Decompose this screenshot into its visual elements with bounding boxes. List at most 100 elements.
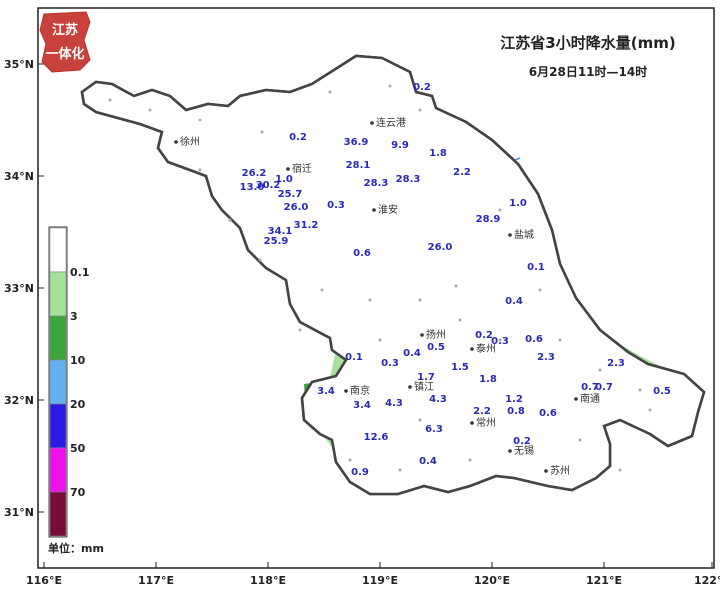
rainfall-value: 0.2 xyxy=(513,436,531,447)
rainfall-value: 0.8 xyxy=(507,406,525,417)
rainfall-value: 30.2 xyxy=(256,180,281,191)
city-dot xyxy=(470,347,474,351)
rainfall-value: 31.2 xyxy=(294,220,319,231)
city-label: 无锡 xyxy=(514,444,534,457)
legend-unit: 单位：mm xyxy=(48,541,104,555)
axes: 35°N 34°N 33°N 32°N 31°N 116°E 117°E 118°E 119°E… xyxy=(4,58,720,587)
legend-label: 0.1 xyxy=(70,266,90,279)
rainfall-value: 2.2 xyxy=(473,406,491,417)
station-dot xyxy=(558,338,562,342)
rainfall-value: 0.3 xyxy=(327,200,345,211)
rainfall-value: 0.1 xyxy=(527,262,545,273)
city-label: 扬州 xyxy=(426,328,446,341)
legend-label: 3 xyxy=(70,310,78,323)
rainfall-value: 0.2 xyxy=(475,330,493,341)
city-dot xyxy=(508,233,512,237)
rainfall-value: 0.5 xyxy=(427,342,445,353)
rainfall-value: 0.9 xyxy=(351,467,369,478)
logo-seal: 江苏 一体化 xyxy=(39,11,91,73)
station-dot xyxy=(618,468,622,472)
rainfall-value: 28.9 xyxy=(476,214,501,225)
rainfall-value: 13.0 xyxy=(240,182,265,193)
rainfall-value: 1.7 xyxy=(417,372,435,383)
lat-label: 32°N xyxy=(4,394,34,407)
rainfall-value: 26.0 xyxy=(284,202,309,213)
city-dot xyxy=(370,121,374,125)
station-dot xyxy=(388,84,392,88)
rainfall-value: 28.3 xyxy=(396,174,421,185)
station-dot xyxy=(398,468,402,472)
rainfall-value: 0.2 xyxy=(413,82,431,93)
legend-swatch xyxy=(49,491,67,537)
station-dot xyxy=(598,368,602,372)
rainfall-value: 0.2 xyxy=(289,132,307,143)
station-dot xyxy=(108,98,112,102)
rainfall-value: 0.4 xyxy=(419,456,437,467)
city-dot xyxy=(174,140,178,144)
lon-label: 119°E xyxy=(362,574,398,587)
city-dot xyxy=(508,449,512,453)
rainfall-value: 2.3 xyxy=(607,358,625,369)
station-dot xyxy=(198,168,202,172)
rainfall-value: 0.5 xyxy=(653,386,671,397)
rainfall-value: 1.8 xyxy=(429,148,447,159)
lon-label: 121°E xyxy=(586,574,622,587)
logo-text: 一体化 xyxy=(45,46,84,62)
station-dot xyxy=(260,130,264,134)
city-dot xyxy=(574,397,578,401)
city-label: 泰州 xyxy=(476,342,496,355)
rainfall-value: 1.0 xyxy=(509,198,527,209)
station-dot xyxy=(454,284,458,288)
rainfall-value: 26.2 xyxy=(242,168,267,179)
city-dot xyxy=(286,167,290,171)
rainfall-value: 0.6 xyxy=(525,334,543,345)
city-dot xyxy=(420,333,424,337)
rainfall-value: 3.4 xyxy=(317,386,335,397)
station-dot xyxy=(458,318,462,322)
city-label: 南通 xyxy=(580,392,600,405)
station-dot xyxy=(498,338,502,342)
lat-label: 34°N xyxy=(4,170,34,183)
map-subtitle: 6月28日11时—14时 xyxy=(529,64,647,79)
rainfall-value: 0.7 xyxy=(595,382,613,393)
legend-swatch xyxy=(49,315,67,361)
station-dot xyxy=(328,90,332,94)
station-dot xyxy=(578,438,582,442)
legend-swatch xyxy=(49,403,67,449)
rainfall-value: 4.3 xyxy=(385,398,403,409)
station-dot xyxy=(418,108,422,112)
station-dot xyxy=(258,258,262,262)
city-label: 徐州 xyxy=(180,135,200,148)
station-dots xyxy=(108,84,652,472)
station-dot xyxy=(368,298,372,302)
lon-label: 117°E xyxy=(138,574,174,587)
rainfall-value: 0.7 xyxy=(581,382,599,393)
station-dot xyxy=(498,208,502,212)
station-dot xyxy=(148,108,152,112)
rainfall-value: 0.6 xyxy=(353,248,371,259)
logo-seal-shape xyxy=(39,11,91,73)
rainfall-value: 36.9 xyxy=(344,137,369,148)
city-label: 盐城 xyxy=(514,228,534,241)
lon-label: 122°E xyxy=(694,574,720,587)
rainfall-value: 1.0 xyxy=(275,174,293,185)
rainfall-value: 1.8 xyxy=(479,374,497,385)
legend-swatch xyxy=(49,271,67,317)
rainfall-value: 0.1 xyxy=(345,352,363,363)
lon-label: 118°E xyxy=(250,574,286,587)
station-dot xyxy=(198,118,202,122)
legend: 0.1 3 10 20 50 70 单位：mm xyxy=(48,226,104,555)
city-label: 常州 xyxy=(476,416,496,429)
rainfall-value: 26.0 xyxy=(428,242,453,253)
station-dot xyxy=(418,418,422,422)
legend-frame xyxy=(48,226,68,538)
rainfall-value: 2.3 xyxy=(537,352,555,363)
city-label: 南京 xyxy=(350,384,370,397)
rainfall-value: 6.3 xyxy=(425,424,443,435)
rainfall-value: 1.2 xyxy=(505,394,523,405)
rainfall-value: 34.1 xyxy=(268,226,293,237)
legend-label: 20 xyxy=(70,398,86,411)
city-label: 镇江 xyxy=(414,380,434,393)
